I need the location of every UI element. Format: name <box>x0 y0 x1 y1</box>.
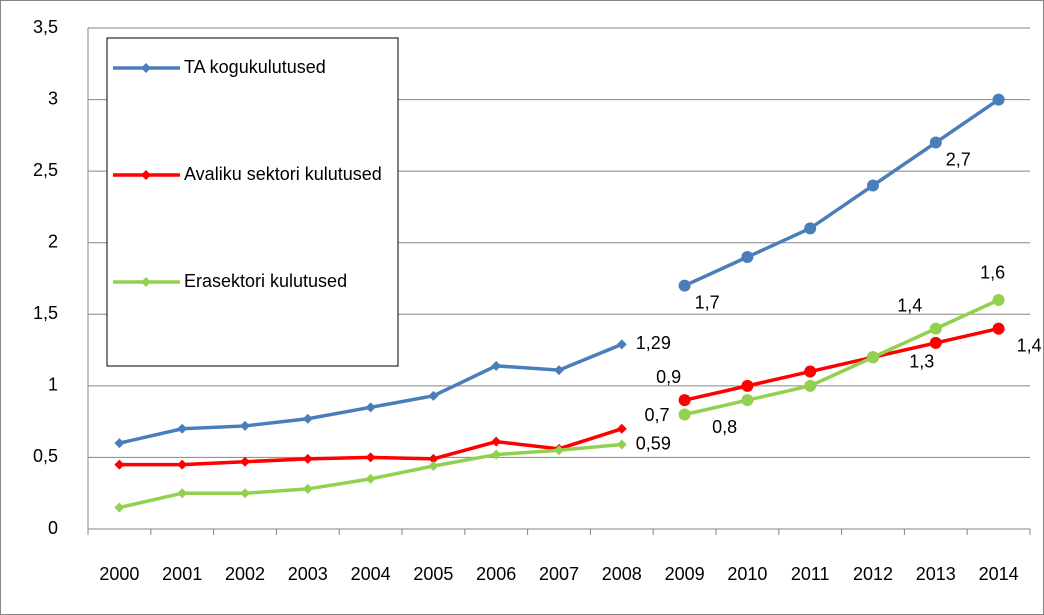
point-marker <box>365 452 376 463</box>
point-marker <box>240 488 250 499</box>
annotation: 0,7 <box>644 405 669 425</box>
legend-box <box>106 37 399 367</box>
data-label: 1,6 <box>980 263 1005 283</box>
series-line <box>684 298 1000 417</box>
point-marker <box>177 459 188 470</box>
point-marker <box>114 502 125 513</box>
point-marker <box>741 379 754 392</box>
point-marker <box>867 179 879 192</box>
data-label: 1,4 <box>897 295 922 315</box>
y-tick-label: 3,5 <box>33 17 58 37</box>
point-marker <box>678 394 691 407</box>
x-tick-label: 2014 <box>979 564 1019 584</box>
point-marker <box>929 336 942 349</box>
x-tick-label: 2003 <box>288 564 328 584</box>
point-marker <box>365 473 376 484</box>
legend-marker <box>141 63 151 73</box>
y-tick-label: 2 <box>48 231 58 251</box>
y-tick-label: 2,5 <box>33 160 58 180</box>
point-marker <box>491 360 502 371</box>
point-marker <box>491 436 502 447</box>
y-tick-label: 1 <box>48 375 58 395</box>
y-tick-label: 0,5 <box>33 446 58 466</box>
series-line <box>684 326 999 402</box>
point-marker <box>867 351 879 364</box>
point-marker <box>240 456 250 467</box>
x-tick-label: 2004 <box>351 564 391 584</box>
x-tick-label: 2000 <box>99 564 139 584</box>
legend-label: TA kogukulutused <box>184 57 326 77</box>
series-line <box>683 98 1000 288</box>
point-marker <box>114 459 125 470</box>
y-tick-label: 3 <box>48 88 58 108</box>
point-marker <box>678 279 691 292</box>
x-tick-label: 2006 <box>476 564 516 584</box>
x-tick-label: 2007 <box>539 564 579 584</box>
point-marker <box>804 222 817 235</box>
legend-marker <box>141 277 151 287</box>
point-marker <box>114 438 125 449</box>
point-marker <box>741 251 754 264</box>
point-marker <box>302 483 313 494</box>
data-label: 2,7 <box>946 149 971 169</box>
point-marker <box>992 93 1005 106</box>
data-label: 0,8 <box>712 417 737 437</box>
data-label: 1,3 <box>909 352 934 372</box>
point-marker <box>177 423 188 434</box>
point-marker <box>616 423 627 434</box>
data-label: 1,4 <box>1017 335 1042 355</box>
legend-label: Avaliku sektori kulutused <box>184 164 382 184</box>
x-tick-label: 2008 <box>602 564 642 584</box>
point-marker <box>804 379 817 392</box>
y-tick-label: 0 <box>48 518 58 538</box>
point-marker <box>302 453 313 464</box>
point-marker <box>428 461 439 472</box>
point-marker <box>554 365 564 376</box>
data-label: 1,29 <box>636 333 671 353</box>
point-marker <box>741 394 754 407</box>
x-tick-label: 2012 <box>853 564 893 584</box>
data-label: 0,59 <box>636 433 671 453</box>
point-marker <box>929 322 942 335</box>
data-label: 0,9 <box>656 367 681 387</box>
point-marker <box>678 408 691 421</box>
x-tick-label: 2013 <box>916 564 956 584</box>
data-label: 1,7 <box>695 292 720 312</box>
x-tick-label: 2010 <box>727 564 767 584</box>
y-tick-label: 1,5 <box>33 303 58 323</box>
point-marker <box>554 445 564 456</box>
point-marker <box>491 449 502 460</box>
point-marker <box>240 420 250 431</box>
point-marker <box>992 322 1005 335</box>
point-marker <box>177 488 188 499</box>
point-marker <box>992 293 1005 306</box>
point-marker <box>616 439 627 450</box>
legend-label: Erasektori kulutused <box>184 271 347 291</box>
point-marker <box>428 453 439 464</box>
legend-marker <box>141 170 151 180</box>
point-marker <box>929 136 942 149</box>
point-marker <box>616 339 627 350</box>
point-marker <box>365 402 376 413</box>
x-tick-label: 2005 <box>413 564 453 584</box>
x-tick-label: 2002 <box>225 564 265 584</box>
x-tick-label: 2009 <box>665 564 705 584</box>
x-tick-label: 2001 <box>162 564 202 584</box>
point-marker <box>804 365 817 378</box>
point-marker <box>428 390 439 401</box>
point-marker <box>302 413 313 424</box>
x-tick-label: 2011 <box>791 564 830 584</box>
